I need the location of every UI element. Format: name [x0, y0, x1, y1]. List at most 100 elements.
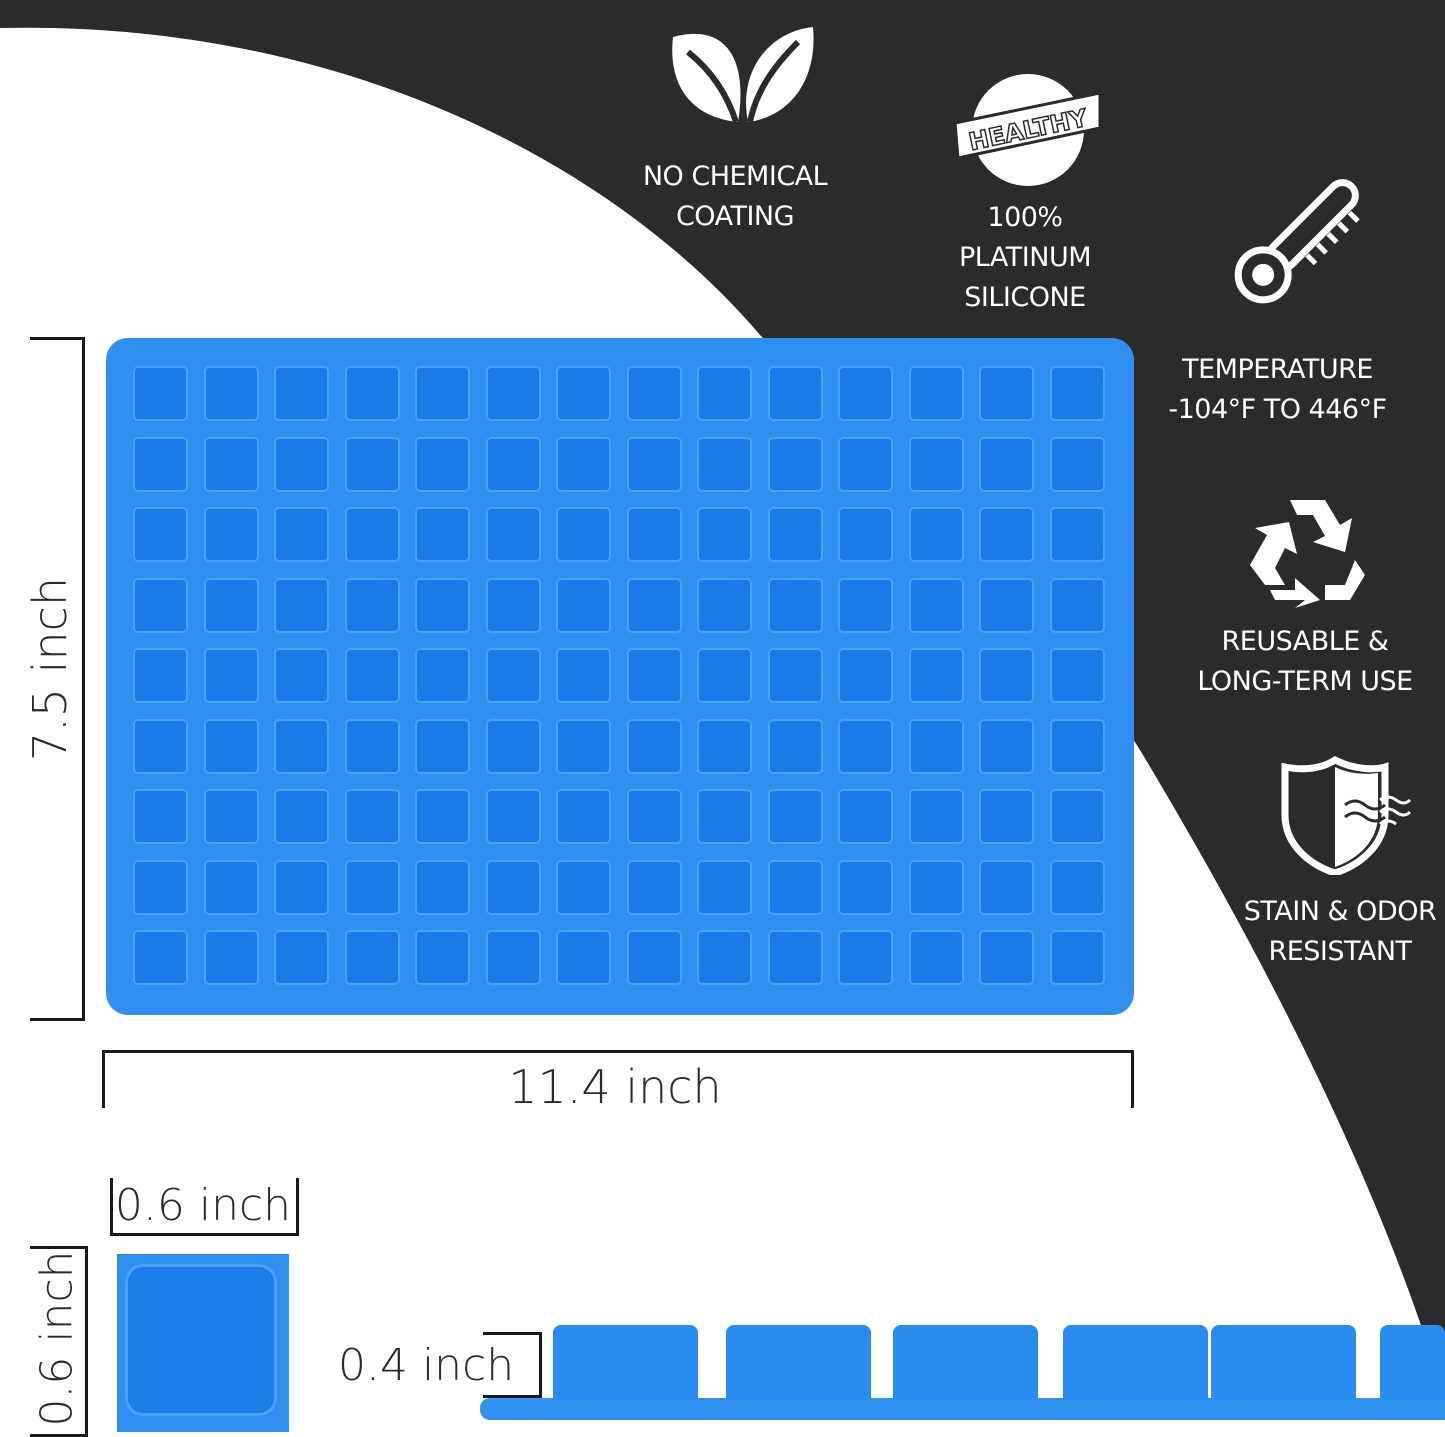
mold-cavity [697, 436, 752, 492]
mold-cavity [1049, 507, 1105, 562]
feature-stain-resistant: STAIN & ODOR RESISTANT [1235, 892, 1445, 972]
mold-cavity [979, 507, 1034, 562]
mold-cavity [767, 577, 823, 633]
mold-cavity [344, 718, 400, 774]
mold-cavity [344, 436, 400, 492]
mold-cavity [133, 789, 188, 844]
mold-cavity [838, 789, 893, 844]
feature-label: RESISTANT [1268, 936, 1412, 967]
side-view-block [1380, 1325, 1445, 1400]
mold-cavity [697, 789, 752, 844]
mold-cavity [1049, 789, 1105, 844]
mold-cavity [556, 436, 611, 492]
mold-cavity [979, 436, 1034, 492]
feature-label: 100% [987, 202, 1063, 233]
mold-cavity [979, 930, 1034, 985]
mold-cavity [908, 507, 964, 562]
mold-cavity [908, 436, 964, 492]
feature-label: LONG-TERM USE [1197, 666, 1413, 697]
mold-cavity [1049, 436, 1105, 492]
side-view-block [726, 1325, 871, 1400]
silicone-mold-tray [106, 338, 1134, 1015]
depth-label: 0.4 inch [338, 1340, 515, 1391]
single-cell-cavity [125, 1264, 277, 1416]
mold-cavity [838, 718, 893, 774]
mold-cavity [626, 789, 682, 844]
side-view-block [893, 1325, 1038, 1400]
mold-cavity [415, 507, 470, 562]
mold-cavity [908, 648, 964, 703]
mold-cavity [1049, 648, 1105, 703]
mold-cavity [1049, 718, 1105, 774]
mold-cavity [203, 930, 259, 985]
mold-cavity [1049, 859, 1105, 915]
mold-cavity [626, 648, 682, 703]
mold-cavity [415, 436, 470, 492]
mold-cavity [274, 366, 329, 421]
mold-cavity [767, 436, 823, 492]
mold-cavity [133, 930, 188, 985]
single-cell-view [117, 1254, 289, 1432]
mold-cavity [485, 507, 541, 562]
mold-cavity [485, 577, 541, 633]
mold-cavity [908, 718, 964, 774]
mold-cavity [485, 436, 541, 492]
mold-cavity [767, 366, 823, 421]
mold-cavity [908, 366, 964, 421]
mold-cavity [344, 648, 400, 703]
mold-cavity [908, 930, 964, 985]
mold-cavity [908, 859, 964, 915]
mold-cavity [485, 366, 541, 421]
mold-cavity [274, 789, 329, 844]
mold-cavity [626, 718, 682, 774]
feature-reusable: REUSABLE & LONG-TERM USE [1180, 622, 1430, 702]
mold-cavity [767, 648, 823, 703]
width-bracket [102, 1050, 1134, 1108]
cell-width-label: 0.6 inch [114, 1180, 292, 1231]
mold-cavity [556, 930, 611, 985]
cell-width-bracket [110, 1178, 299, 1236]
mold-cavity [838, 648, 893, 703]
mold-cavity [697, 577, 752, 633]
cell-height-label: 0.6 inch [31, 1250, 83, 1427]
mold-cavity [697, 507, 752, 562]
mold-cavity [838, 507, 893, 562]
mold-cavity [626, 436, 682, 492]
depth-bracket [483, 1332, 542, 1398]
mold-cavity [203, 859, 259, 915]
mold-cavity [1049, 577, 1105, 633]
mold-cavity [344, 507, 400, 562]
mold-cavity [838, 577, 893, 633]
mold-cavity [203, 366, 259, 421]
cell-height-bracket [30, 1246, 88, 1437]
mold-cavity [556, 718, 611, 774]
mold-cavity [133, 648, 188, 703]
mold-cavity [767, 930, 823, 985]
mold-cavity [133, 718, 188, 774]
height-label: 7.5 inch [23, 576, 77, 762]
shield-icon [1280, 755, 1415, 880]
mold-cavity [626, 577, 682, 633]
mold-cavity [556, 366, 611, 421]
feature-label: SILICONE [964, 282, 1086, 313]
mold-cavity [556, 789, 611, 844]
mold-cavity [415, 718, 470, 774]
feature-label: TEMPERATURE [1182, 354, 1373, 385]
mold-cavity [133, 577, 188, 633]
mold-cavity [274, 648, 329, 703]
mold-cavity [274, 859, 329, 915]
mold-cavity [485, 718, 541, 774]
mold-cavity [767, 789, 823, 844]
mold-cavity [979, 859, 1034, 915]
mold-cavity [697, 366, 752, 421]
feature-platinum-silicone: 100% PLATINUM SILICONE [920, 198, 1130, 318]
feature-label: PLATINUM [958, 242, 1092, 273]
mold-cavity [979, 366, 1034, 421]
mold-cavity [556, 507, 611, 562]
mold-cavity [556, 577, 611, 633]
side-view-block [1063, 1325, 1208, 1400]
mold-cavity [697, 930, 752, 985]
mold-cavity [626, 366, 682, 421]
mold-cavity [415, 648, 470, 703]
height-bracket [30, 337, 85, 1021]
